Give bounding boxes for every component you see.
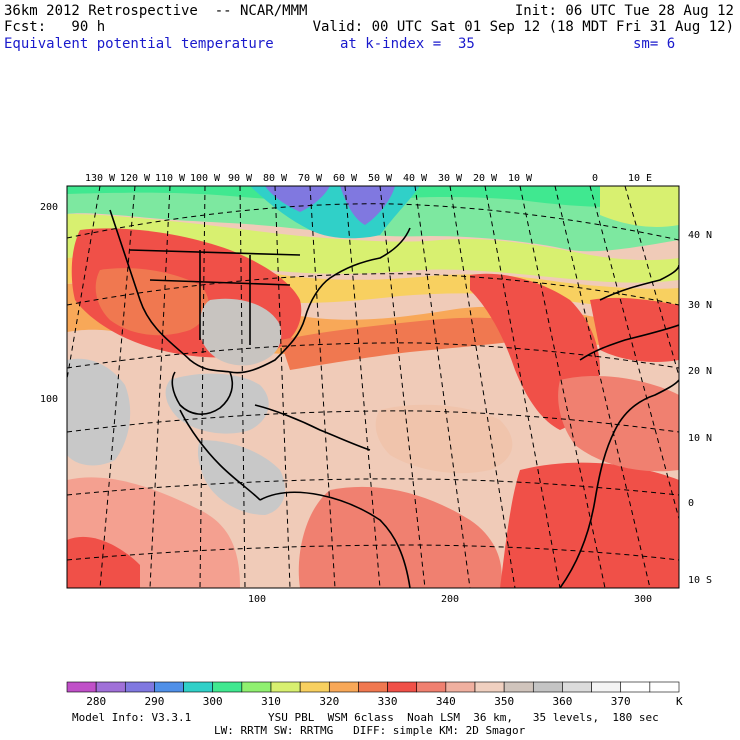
grid-y-label: 100 [40, 394, 58, 405]
lon-label: 40 W [403, 173, 428, 184]
colorbar-label: 310 [261, 695, 281, 708]
lon-label: 90 W [228, 173, 253, 184]
lon-label: 100 W [190, 173, 221, 184]
colorbar-swatch [358, 681, 388, 693]
coastlines [109, 209, 679, 588]
colorbar-swatch [591, 681, 622, 693]
colorbar-label: 280 [86, 695, 106, 708]
footer-physics-2: LW: RRTM SW: RRTMG DIFF: simple KM: 2D S… [214, 724, 526, 737]
colorbar-swatch [299, 681, 330, 693]
grid-x-label: 300 [634, 594, 652, 605]
header-forecast-hour: Fcst: 90 h [4, 19, 106, 35]
colorbar-label: 320 [319, 695, 339, 708]
header-valid-time: Valid: 00 UTC Sat 01 Sep 12 (18 MDT Fri … [312, 19, 734, 35]
colorbar-swatch [66, 681, 97, 693]
colorbar-swatch [95, 681, 126, 693]
theta-e-field [67, 186, 679, 588]
lon-label: 130 W [85, 173, 116, 184]
lat-label: 10 S [688, 575, 712, 586]
lon-label: 50 W [368, 173, 393, 184]
grid-y-label: 200 [40, 202, 58, 213]
colorbar-swatch [124, 681, 155, 693]
colorbar-swatch [270, 681, 301, 693]
footer-physics: YSU PBL WSM 6class Noah LSM 36 km, 35 le… [268, 711, 659, 724]
header-title: 36km 2012 Retrospective -- NCAR/MMM [4, 3, 308, 19]
grid-x-label: 100 [248, 594, 266, 605]
footer-model-info: Model Info: V3.3.1 [72, 711, 192, 724]
colorbar-swatch [416, 681, 447, 693]
colorbar-swatch [387, 681, 418, 693]
colorbar-swatch [241, 681, 272, 693]
colorbar-swatch [620, 681, 651, 693]
grid-index-labels: 200 100 100 200 300 [40, 202, 652, 605]
colorbar: 280 290 300 310 320 330 340 350 360 370 [66, 681, 680, 708]
colorbar-swatch [445, 681, 476, 693]
colorbar-label: 330 [378, 695, 398, 708]
colorbar-swatch [183, 681, 214, 693]
lat-label: 20 N [688, 366, 712, 377]
lat-label: 30 N [688, 300, 712, 311]
colorbar-swatch [474, 681, 505, 693]
lon-label: 110 W [155, 173, 186, 184]
grid-x-label: 200 [441, 594, 459, 605]
colorbar-label: 370 [611, 695, 631, 708]
lon-label: 60 W [333, 173, 358, 184]
header-field-name: Equivalent potential temperature [4, 36, 274, 52]
colorbar-label: 300 [203, 695, 223, 708]
latitude-labels: 40 N 30 N 20 N 10 N 0 10 S [688, 230, 712, 586]
lon-label: 0 [592, 173, 598, 184]
colorbar-label: 360 [552, 695, 572, 708]
lon-label: 20 W [473, 173, 498, 184]
lon-label: 70 W [298, 173, 323, 184]
colorbar-label: 290 [144, 695, 164, 708]
lon-label: 10 W [508, 173, 533, 184]
colorbar-swatch [328, 681, 359, 693]
lon-label: 80 W [263, 173, 288, 184]
header-init-time: Init: 06 UTC Tue 28 Aug 12 [514, 3, 734, 19]
colorbar-label: 350 [494, 695, 514, 708]
colorbar-swatch [562, 681, 592, 693]
colorbar-swatch [649, 681, 680, 693]
colorbar-swatch [212, 681, 243, 693]
lat-label: 40 N [688, 230, 712, 241]
lat-label: 10 N [688, 433, 712, 444]
colorbar-swatch [532, 681, 563, 693]
lon-label: 30 W [438, 173, 463, 184]
lat-label: 0 [688, 498, 694, 509]
longitude-labels: 130 W 120 W 110 W 100 W 90 W 80 W 70 W 6… [85, 173, 652, 184]
colorbar-swatch [503, 681, 534, 693]
lon-label: 10 E [628, 173, 652, 184]
header-level: at k-index = 35 [340, 36, 475, 52]
map-frame [66, 185, 680, 589]
colorbar-label: 340 [436, 695, 456, 708]
colorbar-unit: K [676, 695, 683, 708]
header-smoothing: sm= 6 [633, 36, 676, 52]
colorbar-swatch [154, 681, 184, 693]
lon-label: 120 W [120, 173, 151, 184]
